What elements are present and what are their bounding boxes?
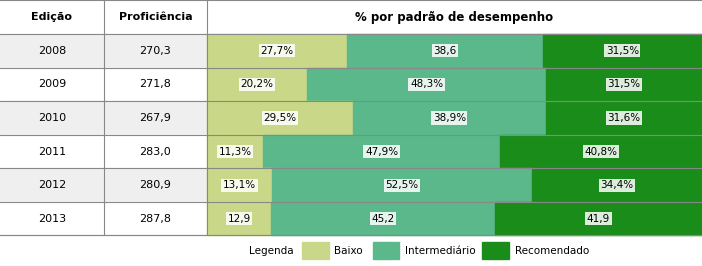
Text: 2013: 2013 [38, 214, 66, 224]
Text: 40,8%: 40,8% [585, 147, 618, 156]
Text: 2011: 2011 [38, 147, 66, 156]
Bar [482, 242, 509, 259]
Bar [495, 202, 702, 235]
Text: 47,9%: 47,9% [365, 147, 398, 156]
Bar [0, 68, 702, 101]
Text: 31,5%: 31,5% [606, 46, 639, 56]
Text: 270,3: 270,3 [140, 46, 171, 56]
Bar [0, 235, 702, 266]
Text: 45,2: 45,2 [371, 214, 395, 224]
Bar [207, 101, 353, 135]
Text: 2009: 2009 [38, 79, 66, 89]
Text: 287,8: 287,8 [140, 214, 171, 224]
Text: Edição: Edição [32, 12, 72, 22]
Bar [0, 0, 702, 34]
Text: 31,5%: 31,5% [607, 79, 641, 89]
Text: Proficiência: Proficiência [119, 12, 192, 22]
Text: 38,6: 38,6 [433, 46, 456, 56]
Text: 2012: 2012 [38, 180, 66, 190]
Text: Legenda: Legenda [249, 246, 294, 256]
Bar [347, 34, 543, 68]
Text: 41,9: 41,9 [587, 214, 610, 224]
Bar [0, 34, 702, 68]
Bar [373, 242, 399, 259]
Text: 2010: 2010 [38, 113, 66, 123]
Bar [353, 101, 545, 135]
Text: 2008: 2008 [38, 46, 66, 56]
Text: 52,5%: 52,5% [385, 180, 418, 190]
Bar [207, 34, 347, 68]
Text: 12,9: 12,9 [227, 214, 251, 224]
Text: 280,9: 280,9 [140, 180, 171, 190]
Bar [271, 202, 495, 235]
Text: 31,6%: 31,6% [607, 113, 640, 123]
Bar [0, 168, 702, 202]
Text: Baixo: Baixo [334, 246, 363, 256]
Text: 48,3%: 48,3% [410, 79, 443, 89]
Bar [207, 68, 307, 101]
Text: 34,4%: 34,4% [600, 180, 633, 190]
Bar [0, 202, 702, 235]
Bar [0, 101, 702, 135]
Bar [207, 168, 272, 202]
Text: 27,7%: 27,7% [260, 46, 293, 56]
Text: 29,5%: 29,5% [263, 113, 297, 123]
Bar [302, 242, 329, 259]
Text: 13,1%: 13,1% [223, 180, 256, 190]
Text: 38,9%: 38,9% [433, 113, 466, 123]
Bar [307, 68, 546, 101]
Text: 283,0: 283,0 [140, 147, 171, 156]
Bar [500, 135, 702, 168]
Text: Recomendado: Recomendado [515, 246, 589, 256]
Bar [531, 168, 702, 202]
Text: Intermediário: Intermediário [405, 246, 476, 256]
Bar [207, 135, 263, 168]
Text: 11,3%: 11,3% [218, 147, 251, 156]
Bar [543, 34, 702, 68]
Text: 267,9: 267,9 [140, 113, 171, 123]
Text: % por padrão de desempenho: % por padrão de desempenho [355, 11, 554, 23]
Bar [0, 135, 702, 168]
Text: 271,8: 271,8 [140, 79, 171, 89]
Bar [272, 168, 531, 202]
Bar [207, 202, 271, 235]
Text: 20,2%: 20,2% [241, 79, 274, 89]
Bar [545, 101, 702, 135]
Bar [263, 135, 500, 168]
Bar [546, 68, 702, 101]
